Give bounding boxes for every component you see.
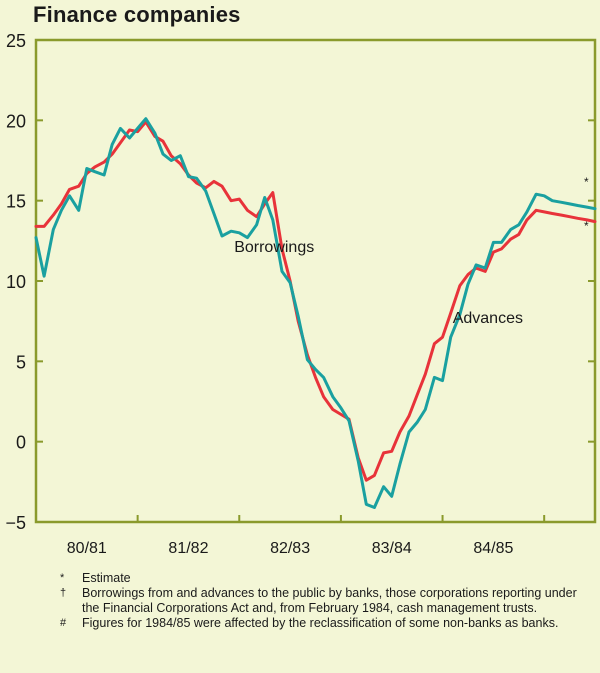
footnote-reclassification: # Figures for 1984/85 were affected by t… <box>60 616 580 631</box>
chart-title: Finance companies <box>33 2 241 27</box>
estimate-marker-advances: * <box>584 219 589 233</box>
x-tick-label: 80/81 <box>67 540 107 557</box>
annotation-advances: Advances <box>453 310 523 327</box>
plot-frame <box>34 38 597 524</box>
footnote-coverage: † Borrowings from and advances to the pu… <box>60 586 580 616</box>
y-tick-label: −5 <box>5 513 26 533</box>
estimate-marker-borrowings: * <box>584 175 589 189</box>
footnote-text: Figures for 1984/85 were affected by the… <box>82 616 559 630</box>
y-tick-label: 10 <box>6 272 26 292</box>
annotation-borrowings: Borrowings <box>234 239 314 256</box>
y-tick-label: 20 <box>6 111 26 131</box>
footnote-estimate: * Estimate <box>60 571 580 586</box>
y-tick-label: 5 <box>16 352 26 372</box>
y-tick-label: 25 <box>6 31 26 51</box>
footnote-text: Estimate <box>82 571 131 585</box>
footnotes: * Estimate † Borrowings from and advance… <box>60 571 580 631</box>
x-tick-label: 81/82 <box>168 540 208 557</box>
borrowings-line <box>34 117 597 509</box>
y-tick-label: 0 <box>16 433 26 453</box>
footnote-symbol: # <box>60 617 67 629</box>
y-tick-label: 15 <box>6 192 26 212</box>
line-chart: 25 20 15 10 5 0 −5 80/81 81/82 82/83 83/84 84/85 * * B… <box>5 31 597 557</box>
advances-line <box>34 120 597 482</box>
footnote-symbol: † <box>60 587 67 599</box>
x-tick-label: 84/85 <box>473 540 513 557</box>
footnote-text: Borrowings from and advances to the publ… <box>82 586 577 615</box>
x-tick-label: 82/83 <box>270 540 310 557</box>
x-tick-label: 83/84 <box>372 540 412 557</box>
footnote-symbol: * <box>60 572 65 584</box>
